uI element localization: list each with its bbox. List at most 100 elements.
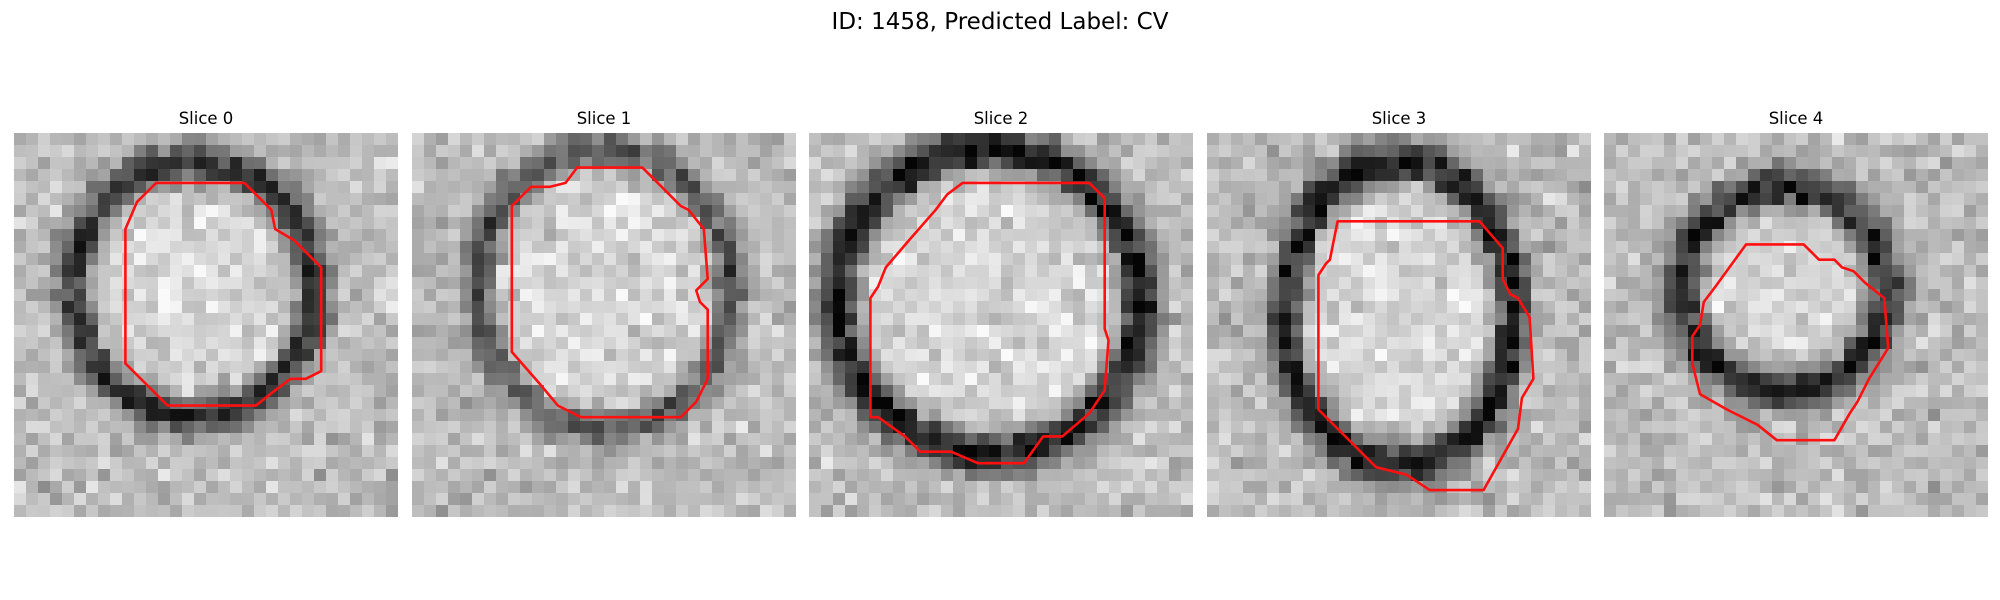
image-pixel	[1964, 181, 1977, 194]
image-pixel	[1688, 445, 1701, 458]
image-pixel	[628, 337, 641, 350]
image-pixel	[1423, 193, 1436, 206]
image-pixel	[604, 241, 617, 254]
image-pixel	[1784, 421, 1797, 434]
image-pixel	[604, 337, 617, 350]
image-pixel	[242, 337, 255, 350]
image-pixel	[748, 145, 761, 158]
image-pixel	[544, 157, 557, 170]
image-pixel	[1507, 133, 1520, 146]
image-pixel	[1181, 313, 1193, 326]
image-pixel	[784, 493, 796, 506]
image-pixel	[1868, 157, 1881, 170]
image-pixel	[977, 265, 990, 278]
image-pixel	[1628, 217, 1641, 230]
image-pixel	[1049, 385, 1062, 398]
image-pixel	[893, 409, 906, 422]
image-pixel	[748, 265, 761, 278]
image-pixel	[1724, 433, 1737, 446]
image-pixel	[1952, 229, 1965, 242]
image-pixel	[1133, 361, 1146, 374]
image-pixel	[1604, 325, 1617, 338]
image-pixel	[1844, 325, 1857, 338]
image-pixel	[580, 409, 593, 422]
image-pixel	[302, 301, 315, 314]
image-pixel	[242, 385, 255, 398]
image-pixel	[1351, 385, 1364, 398]
image-pixel	[1363, 361, 1376, 374]
image-pixel	[1628, 229, 1641, 242]
image-pixel	[724, 181, 737, 194]
image-pixel	[1459, 373, 1472, 386]
image-pixel	[302, 205, 315, 218]
image-pixel	[772, 205, 785, 218]
image-pixel	[1411, 241, 1424, 254]
image-pixel	[290, 337, 303, 350]
image-pixel	[1327, 325, 1340, 338]
image-pixel	[640, 193, 653, 206]
image-pixel	[1459, 445, 1472, 458]
image-pixel	[278, 145, 291, 158]
image-pixel	[134, 277, 147, 290]
image-pixel	[1267, 409, 1280, 422]
image-pixel	[977, 157, 990, 170]
image-pixel	[1724, 169, 1737, 182]
image-pixel	[1832, 145, 1845, 158]
image-pixel	[1121, 205, 1134, 218]
image-pixel	[556, 493, 569, 506]
image-pixel	[1604, 373, 1617, 386]
image-pixel	[14, 205, 27, 218]
image-pixel	[1399, 205, 1412, 218]
image-pixel	[1121, 301, 1134, 314]
image-pixel	[1471, 505, 1484, 517]
image-pixel	[472, 373, 485, 386]
image-pixel	[1327, 313, 1340, 326]
image-pixel	[424, 325, 437, 338]
image-pixel	[1760, 193, 1773, 206]
image-pixel	[1483, 133, 1496, 146]
image-pixel	[664, 457, 677, 470]
image-pixel	[905, 373, 918, 386]
image-pixel	[532, 145, 545, 158]
image-pixel	[1796, 253, 1809, 266]
image-pixel	[712, 361, 725, 374]
image-pixel	[122, 409, 135, 422]
image-pixel	[809, 397, 822, 410]
image-pixel	[748, 253, 761, 266]
image-pixel	[1049, 349, 1062, 362]
image-pixel	[1339, 469, 1352, 482]
image-pixel	[616, 301, 629, 314]
image-pixel	[1844, 337, 1857, 350]
image-pixel	[1688, 313, 1701, 326]
image-pixel	[1904, 337, 1917, 350]
image-pixel	[1712, 253, 1725, 266]
image-pixel	[869, 217, 882, 230]
image-pixel	[664, 409, 677, 422]
image-pixel	[821, 373, 834, 386]
image-pixel	[1940, 181, 1953, 194]
image-pixel	[893, 181, 906, 194]
image-pixel	[1640, 133, 1653, 146]
image-pixel	[62, 133, 75, 146]
image-pixel	[652, 433, 665, 446]
image-pixel	[146, 325, 159, 338]
image-pixel	[1904, 289, 1917, 302]
image-pixel	[1664, 277, 1677, 290]
image-pixel	[278, 349, 291, 362]
image-pixel	[1339, 229, 1352, 242]
image-pixel	[146, 421, 159, 434]
image-pixel	[1097, 433, 1110, 446]
image-pixel	[14, 217, 27, 230]
image-pixel	[1964, 385, 1977, 398]
image-pixel	[845, 493, 858, 506]
image-pixel	[1940, 265, 1953, 278]
image-pixel	[1976, 265, 1988, 278]
image-pixel	[544, 349, 557, 362]
image-pixel	[1760, 397, 1773, 410]
image-pixel	[977, 325, 990, 338]
image-pixel	[1145, 133, 1158, 146]
image-pixel	[676, 193, 689, 206]
image-pixel	[544, 145, 557, 158]
image-pixel	[1579, 493, 1591, 506]
image-pixel	[869, 229, 882, 242]
